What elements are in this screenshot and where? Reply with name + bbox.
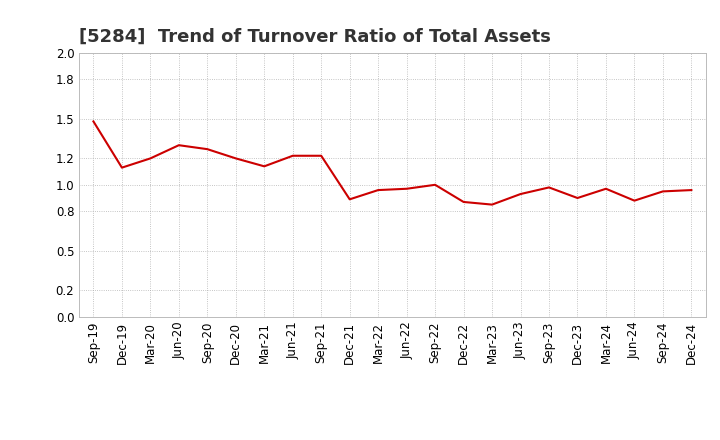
- Text: [5284]  Trend of Turnover Ratio of Total Assets: [5284] Trend of Turnover Ratio of Total …: [79, 28, 551, 46]
